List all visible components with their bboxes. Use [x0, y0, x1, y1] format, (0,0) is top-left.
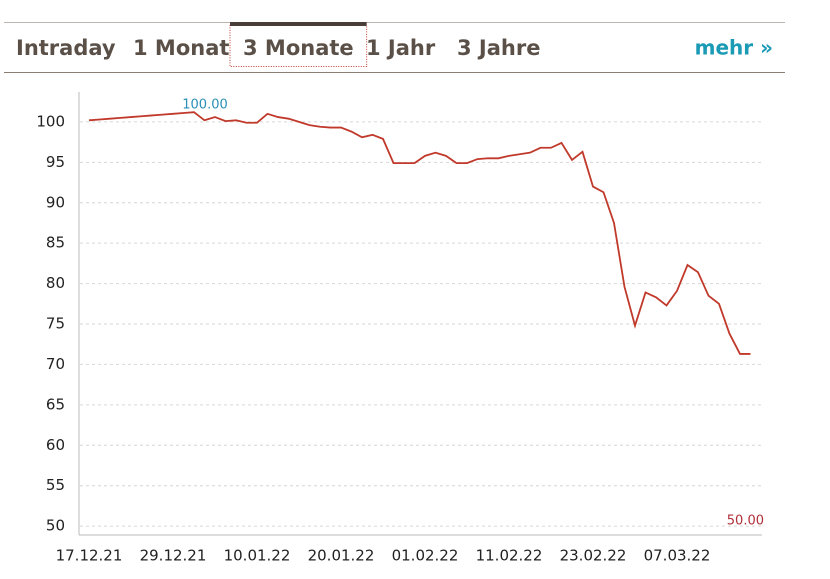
y-tick-label: 55	[46, 476, 65, 494]
x-tick-label: 23.02.22	[560, 547, 627, 565]
annotation: 100.00	[182, 98, 228, 113]
y-tick-label: 75	[46, 315, 65, 333]
active-tab-marker	[230, 22, 367, 26]
y-tick-label: 100	[36, 112, 65, 130]
x-tick-label: 01.02.22	[392, 547, 459, 565]
x-tick-label: 11.02.22	[476, 547, 543, 565]
more-link[interactable]: mehr »	[695, 36, 773, 60]
y-tick-label: 80	[46, 274, 65, 292]
tab[interactable]: Intraday	[16, 36, 116, 60]
annotation: 50.00	[727, 514, 764, 529]
x-tick-label: 07.03.22	[644, 547, 711, 565]
x-tick-label: 20.01.22	[308, 547, 375, 565]
tab-bar: Intraday 1 Monat 3 Monate 1 Jahr 3 Jahre	[16, 22, 540, 67]
tab[interactable]: 1 Jahr	[366, 36, 436, 60]
y-tick-label: 60	[46, 436, 65, 454]
x-tick-label: 29.12.21	[140, 547, 207, 565]
tab[interactable]: 3 Jahre	[457, 36, 540, 60]
y-tick-label: 65	[46, 395, 65, 413]
tab[interactable]: 3 Monate	[243, 36, 354, 60]
y-tick-label: 90	[46, 193, 65, 211]
x-tick-label: 17.12.21	[56, 547, 123, 565]
price-line	[88, 111, 751, 355]
x-tick-label: 10.01.22	[224, 547, 291, 565]
chart: 50 55 60 65 70 75 80 85 90 95 100 17.12.21 29.12.21 1…	[36, 92, 764, 565]
y-tick-label: 95	[46, 153, 65, 171]
y-tick-label: 50	[46, 517, 65, 535]
y-tick-label: 70	[46, 355, 65, 373]
y-tick-label: 85	[46, 234, 65, 252]
tab[interactable]: 1 Monat	[133, 36, 229, 60]
